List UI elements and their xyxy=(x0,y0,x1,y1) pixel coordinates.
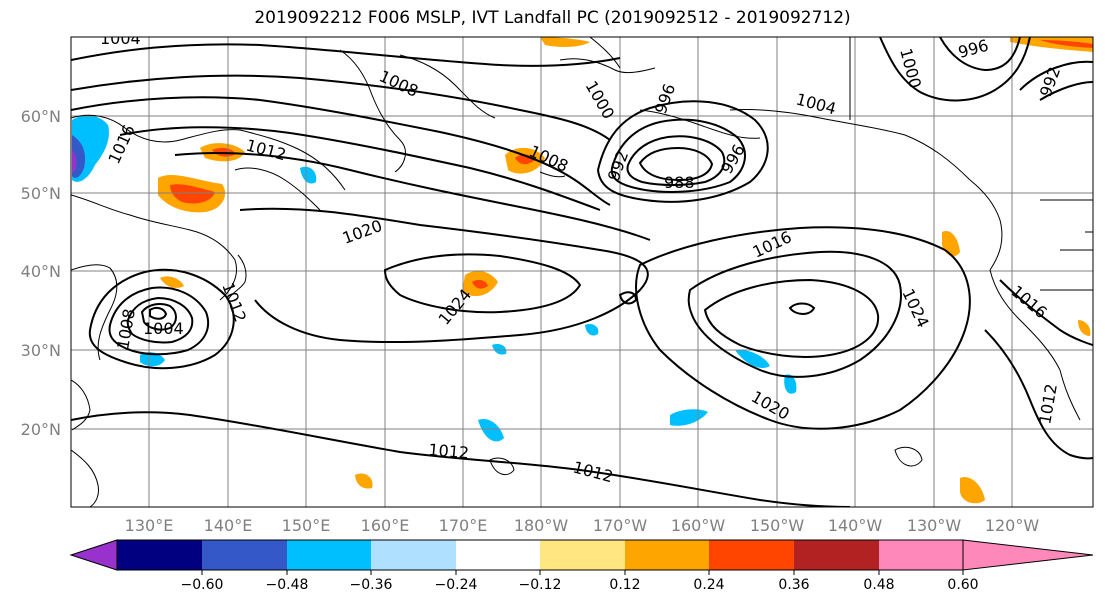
colorbar-segment xyxy=(625,540,709,570)
colorbar-tick-label: 0.60 xyxy=(947,577,978,593)
colorbar-tick-label: 0.12 xyxy=(609,577,640,593)
ivt-positive-patch xyxy=(355,473,373,489)
lon-label: 160°W xyxy=(671,516,726,535)
lat-label: 20°N xyxy=(21,420,61,439)
colorbar-tick-label: −0.36 xyxy=(350,577,393,593)
colorbar-extend-max xyxy=(962,539,1094,571)
colorbar-extend-min xyxy=(69,539,118,571)
map-title: 2019092212 F006 MSLP, IVT Landfall PC (2… xyxy=(254,8,851,28)
mslp-contours xyxy=(71,37,1093,507)
ivt-shading xyxy=(72,37,1093,504)
colorbar-tick-label: −0.48 xyxy=(266,577,309,593)
ivt-positive-patch xyxy=(960,477,985,504)
ivt-positive-patch xyxy=(472,279,488,289)
colorbar-tick-label: −0.60 xyxy=(181,577,224,593)
colorbar: −0.60 −0.48 −0.36 −0.24 −0.12 0.12 0.24 … xyxy=(69,539,1094,593)
lon-label: 120°W xyxy=(985,516,1040,535)
lon-label: 170°W xyxy=(593,516,648,535)
ivt-negative-patch xyxy=(140,352,165,367)
contour-label: 1004 xyxy=(143,319,184,338)
lon-label: 150°E xyxy=(282,516,331,535)
ivt-positive-patch xyxy=(540,37,590,47)
lat-label: 50°N xyxy=(21,184,61,203)
colorbar-segment xyxy=(117,540,202,570)
contour-label: 1012 xyxy=(428,440,470,462)
ivt-negative-patch xyxy=(492,344,507,355)
ivt-negative-patch xyxy=(300,166,317,184)
ivt-positive-patch xyxy=(160,276,184,288)
colorbar-segment xyxy=(287,540,371,570)
ivt-positive-patch xyxy=(1078,320,1091,336)
longitude-labels: 130°E 140°E 150°E 160°E 170°E 180°W 170°… xyxy=(125,516,1040,535)
lon-label: 140°W xyxy=(828,516,883,535)
map-background xyxy=(71,37,1093,507)
colorbar-tick-label: 0.24 xyxy=(693,577,724,593)
colorbar-tick-label: −0.24 xyxy=(435,577,478,593)
ivt-positive-patch xyxy=(170,184,215,204)
colorbar-segment xyxy=(371,540,456,570)
colorbar-tick-label: 0.36 xyxy=(778,577,809,593)
colorbar-segment xyxy=(879,540,963,570)
lon-label: 180°W xyxy=(514,516,569,535)
lon-label: 130°W xyxy=(907,516,962,535)
lon-label: 140°E xyxy=(204,516,253,535)
colorbar-segment xyxy=(540,540,625,570)
colorbar-segment xyxy=(709,540,794,570)
lon-label: 130°E xyxy=(125,516,174,535)
lat-label: 40°N xyxy=(21,262,61,281)
ivt-negative-patch xyxy=(585,324,599,336)
ivt-positive-patch xyxy=(1010,37,1093,52)
map-frame xyxy=(70,36,1094,508)
colorbar-segment xyxy=(794,540,879,570)
colorbar-segment xyxy=(456,540,540,570)
ivt-positive-patch xyxy=(1040,40,1093,48)
lon-label: 150°W xyxy=(750,516,805,535)
colorbar-segment xyxy=(202,540,287,570)
ivt-negative-patch xyxy=(735,349,770,369)
lat-label: 30°N xyxy=(21,341,61,360)
ivt-negative-patch xyxy=(478,418,504,442)
ivt-negative-patch xyxy=(72,150,77,172)
contour-label: 988 xyxy=(664,173,695,192)
colorbar-tick-label: −0.12 xyxy=(519,577,562,593)
lat-label: 60°N xyxy=(21,107,61,126)
ivt-negative-patch xyxy=(784,374,797,394)
lon-label: 170°E xyxy=(439,516,488,535)
lon-label: 160°E xyxy=(361,516,410,535)
colorbar-tick-label: 0.48 xyxy=(863,577,894,593)
colorbar-ticks xyxy=(201,570,964,575)
contour-label: 1004 xyxy=(100,29,141,48)
latitude-labels: 60°N 50°N 40°N 30°N 20°N xyxy=(21,107,61,439)
